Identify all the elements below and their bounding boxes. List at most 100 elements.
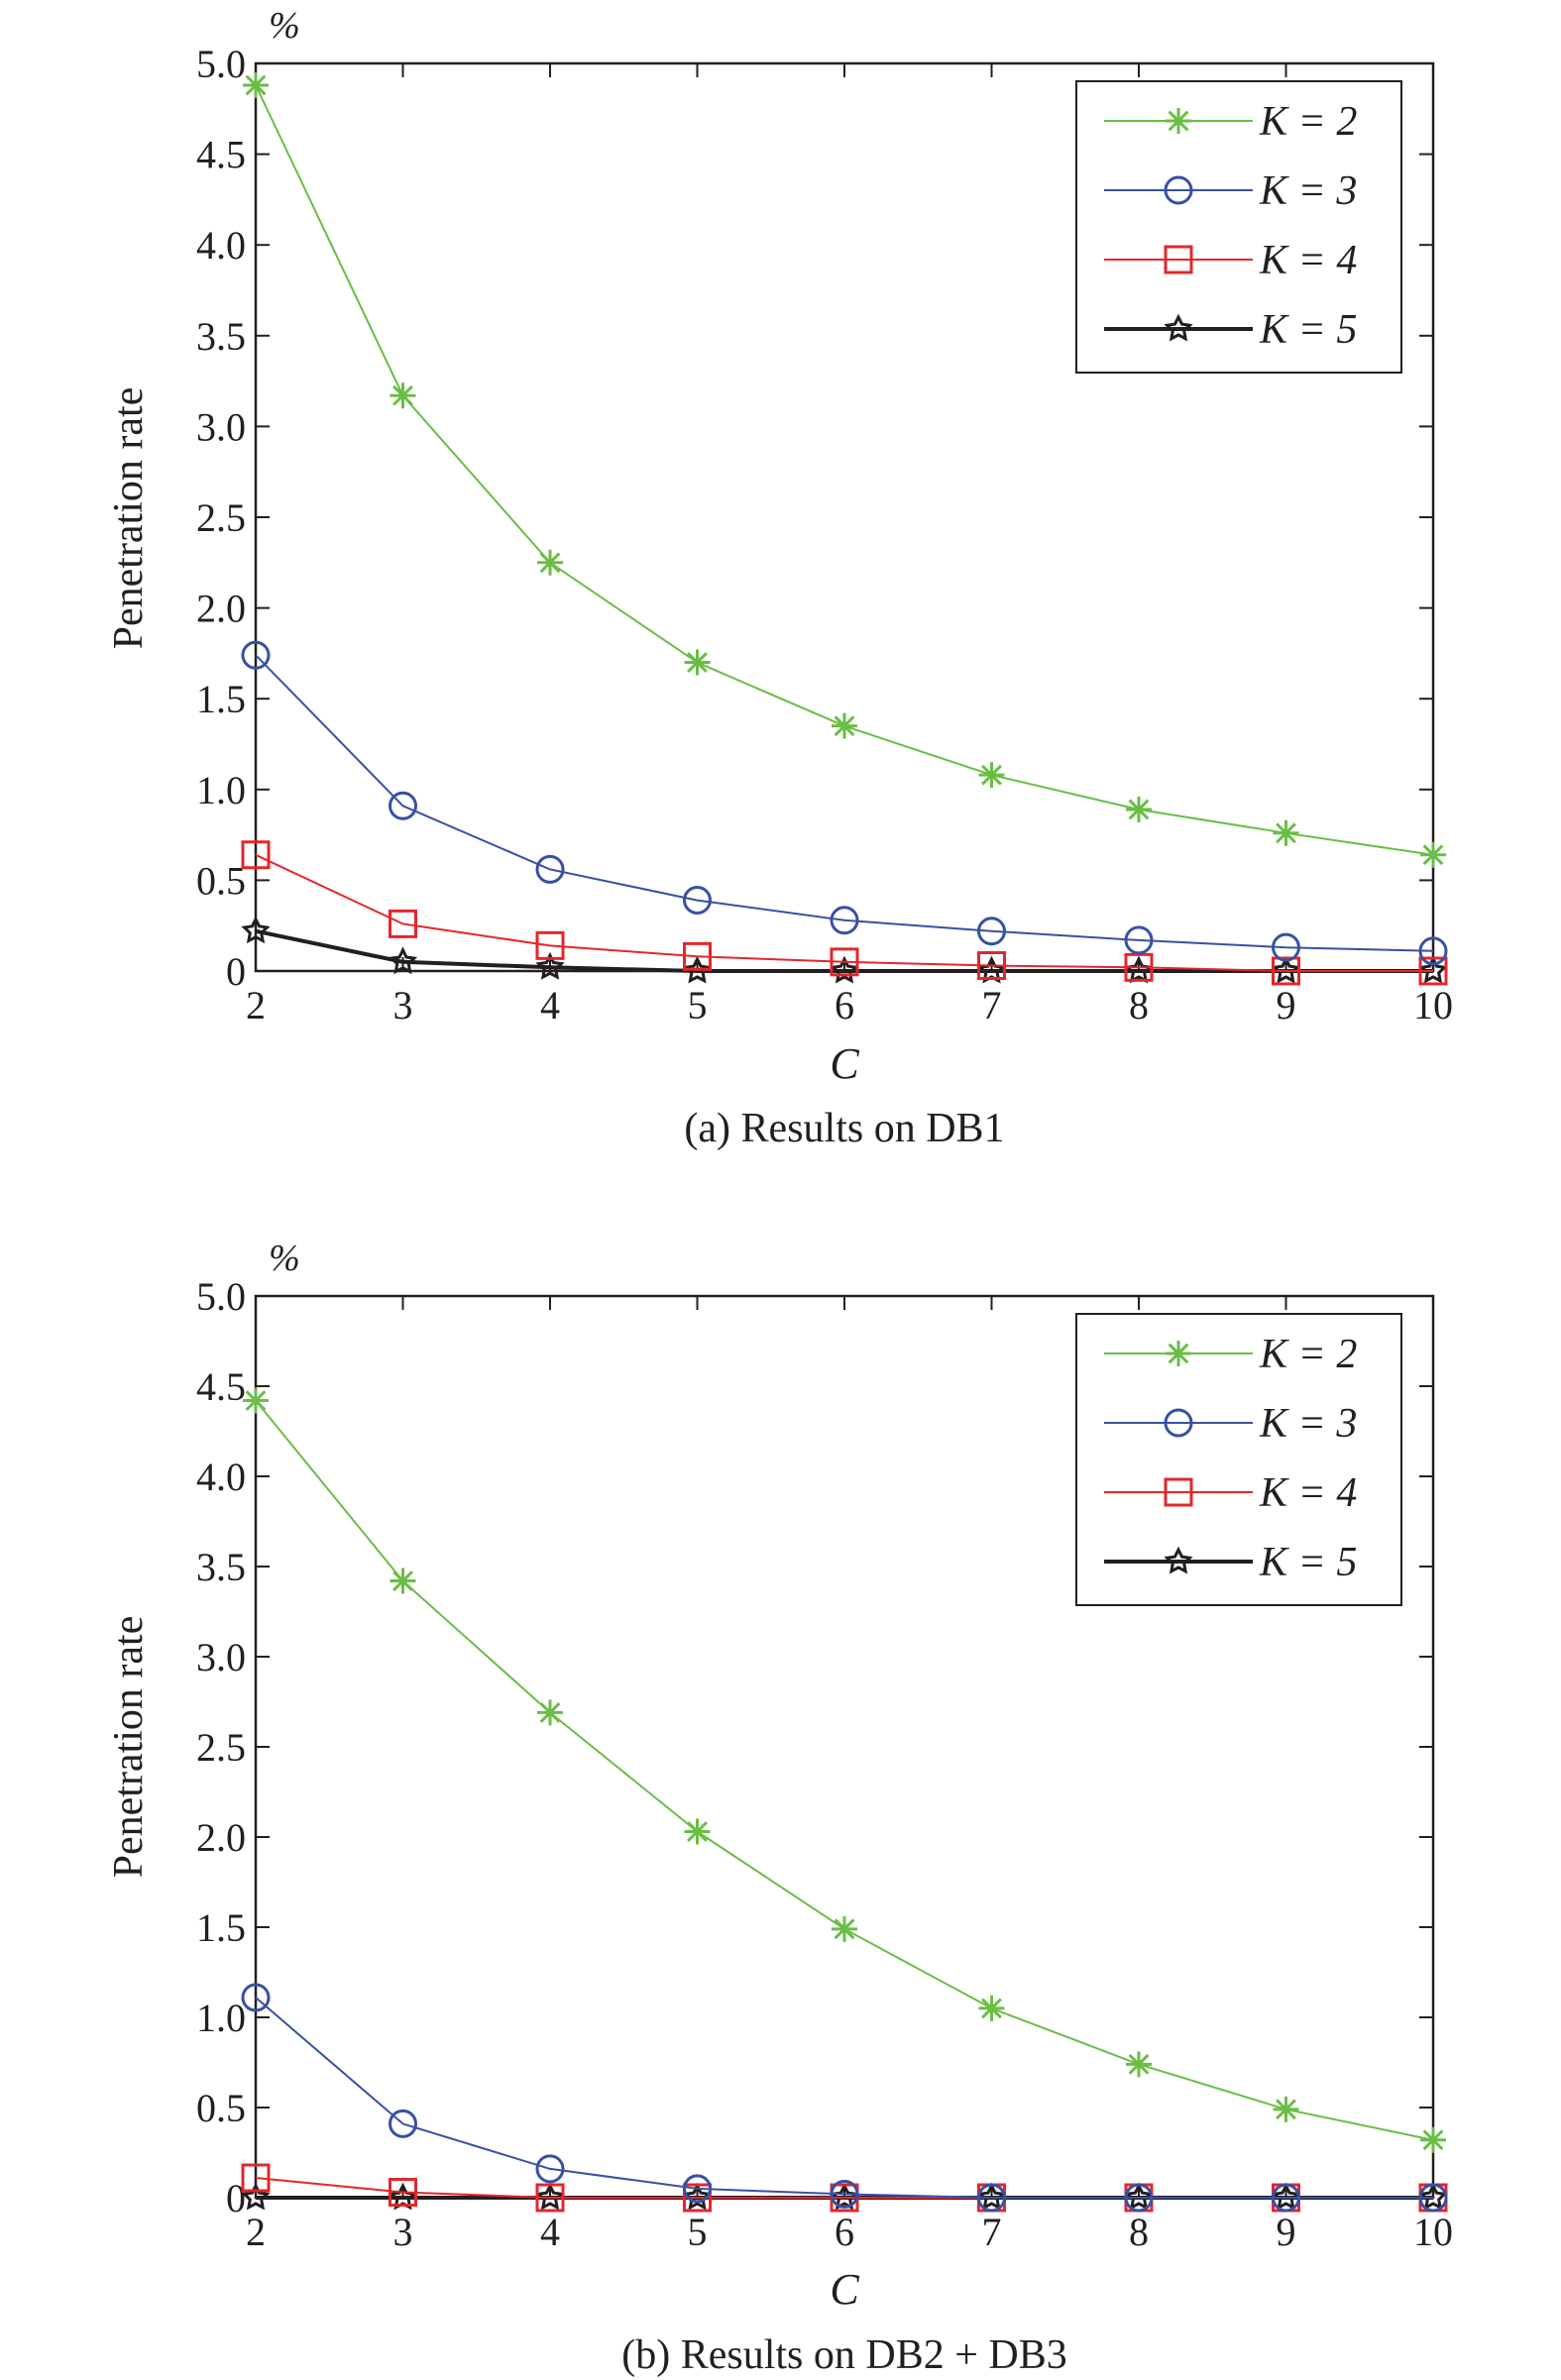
data-point-k2	[243, 71, 269, 98]
series-line-k5	[255, 928, 1433, 973]
data-point-k4-shape	[683, 2183, 712, 2213]
y-axis-label: Penetration rate	[106, 387, 152, 650]
data-point-k2	[684, 649, 711, 676]
data-point-k4	[1418, 956, 1448, 986]
y-tick-label: 0.5	[196, 858, 246, 903]
x-tick-label: 4	[540, 2210, 560, 2254]
data-point-k5	[1418, 955, 1448, 984]
data-point-k5	[241, 2182, 271, 2211]
x-tick-label: 2	[246, 2210, 266, 2254]
data-point-k4-shape	[1272, 956, 1300, 986]
data-point-k5	[682, 2182, 713, 2211]
data-point-k5	[1124, 2182, 1154, 2211]
y-tick-label: 5.0	[196, 42, 246, 86]
y-unit-label: %	[269, 1238, 300, 1279]
legend-item-k3: K = 3	[1104, 1401, 1357, 1447]
y-tick-label: 0	[226, 2176, 246, 2220]
legend-box	[1075, 80, 1402, 374]
chart-caption: (a) Results on DB1	[684, 1106, 1004, 1151]
data-point-k4	[977, 951, 1006, 981]
data-point-k5	[388, 2182, 418, 2211]
y-tick-label: 4.0	[196, 223, 246, 268]
data-point-k3-shape	[683, 2174, 712, 2204]
data-point-k5	[976, 2182, 1007, 2211]
data-point-k3-shape	[830, 906, 859, 935]
data-point-k3-shape	[977, 2183, 1006, 2213]
legend-marker	[1164, 313, 1193, 342]
data-point-k4-shape	[977, 951, 1006, 981]
data-point-k4-shape	[535, 930, 565, 960]
y-axis-label: Penetration rate	[106, 1616, 152, 1879]
x-tick-label: 7	[982, 983, 1002, 1028]
data-point-k3	[241, 1983, 271, 2012]
legend-label: K = 5	[1259, 307, 1357, 353]
y-tick-label: 3.0	[196, 404, 246, 449]
legend-label: K = 4	[1259, 1470, 1357, 1516]
data-point-k2	[1126, 2051, 1152, 2078]
data-point-k5	[976, 955, 1007, 984]
legend-marker-shape	[1166, 108, 1191, 134]
x-tick-label: 2	[246, 983, 266, 1028]
data-point-k2-shape	[1420, 841, 1446, 868]
series-group	[241, 71, 1448, 986]
data-point-k4	[389, 2178, 417, 2208]
legend-marker-shape	[1164, 245, 1193, 274]
legend-marker-shape	[1164, 1408, 1193, 1438]
data-point-k3	[1124, 925, 1154, 955]
y-tick-label: 4.5	[196, 1364, 246, 1409]
x-axis-label: C	[830, 1039, 859, 1088]
legend-marker	[1164, 1477, 1193, 1507]
y-axis: 0 0.5 1.0 1.5 2.0 2.5 3.0 3.5 4.0 4.5 5.0	[196, 42, 1433, 994]
legend-label: K = 2	[1259, 99, 1357, 145]
x-tick-label: 10	[1413, 2210, 1453, 2254]
chart-panel-a: 0 0.5 1.0 1.5 2.0 2.5 3.0 3.5 4.0 4.5 5.0 2 3 4 5 6 7 8 9 1…	[106, 5, 1453, 1151]
data-point-k3	[389, 2109, 417, 2138]
data-point-k5-shape	[535, 951, 565, 980]
legend-marker-shape	[1164, 1546, 1193, 1574]
data-point-k3	[683, 886, 712, 916]
x-tick-label: 6	[835, 983, 854, 1028]
series-group	[241, 1387, 1448, 2213]
data-point-k5	[535, 2182, 565, 2211]
legend-item-k2: K = 2	[1104, 1332, 1357, 1377]
data-point-k3-shape	[1124, 925, 1154, 955]
data-point-k2-shape	[1273, 2096, 1299, 2122]
data-point-k4	[535, 930, 565, 960]
data-point-k2-shape	[1126, 2051, 1152, 2078]
y-tick-label: 4.5	[196, 133, 246, 177]
data-point-k4	[389, 909, 417, 938]
data-point-k4	[683, 2183, 712, 2213]
data-point-k4-shape	[241, 2163, 271, 2193]
legend-marker	[1164, 245, 1193, 274]
data-point-k2	[1273, 819, 1299, 846]
data-point-k2	[1273, 2096, 1299, 2122]
y-tick-label: 3.0	[196, 1635, 246, 1679]
data-point-k5-shape	[535, 2182, 565, 2211]
y-tick-label: 2.0	[196, 587, 246, 631]
data-point-k2	[390, 1568, 416, 1594]
legend-marker-shape	[1166, 1341, 1191, 1366]
y-tick-label: 2.0	[196, 1815, 246, 1860]
y-tick-label: 3.5	[196, 314, 246, 359]
x-tick-label: 4	[540, 983, 560, 1028]
data-point-k3	[830, 906, 859, 935]
data-point-k5-shape	[830, 955, 859, 984]
data-point-k2	[1126, 796, 1152, 822]
x-tick-label: 6	[835, 2210, 854, 2254]
data-point-k5-shape	[976, 2182, 1007, 2211]
y-tick-label: 2.5	[196, 1725, 246, 1770]
data-point-k2	[978, 1995, 1005, 2021]
data-point-k3-shape	[977, 917, 1006, 946]
data-point-k2-shape	[537, 549, 563, 576]
x-axis-label: C	[830, 2265, 859, 2314]
data-point-k2	[978, 762, 1005, 789]
x-tick-label: 9	[1277, 983, 1296, 1028]
data-point-k2-shape	[978, 762, 1005, 789]
data-point-k5-shape	[241, 916, 271, 944]
data-point-k5-shape	[1124, 2182, 1154, 2211]
data-point-k2-shape	[1273, 819, 1299, 846]
legend-item-k2: K = 2	[1104, 99, 1357, 145]
y-tick-label: 0	[226, 949, 246, 994]
data-point-k3-shape	[830, 2179, 859, 2209]
